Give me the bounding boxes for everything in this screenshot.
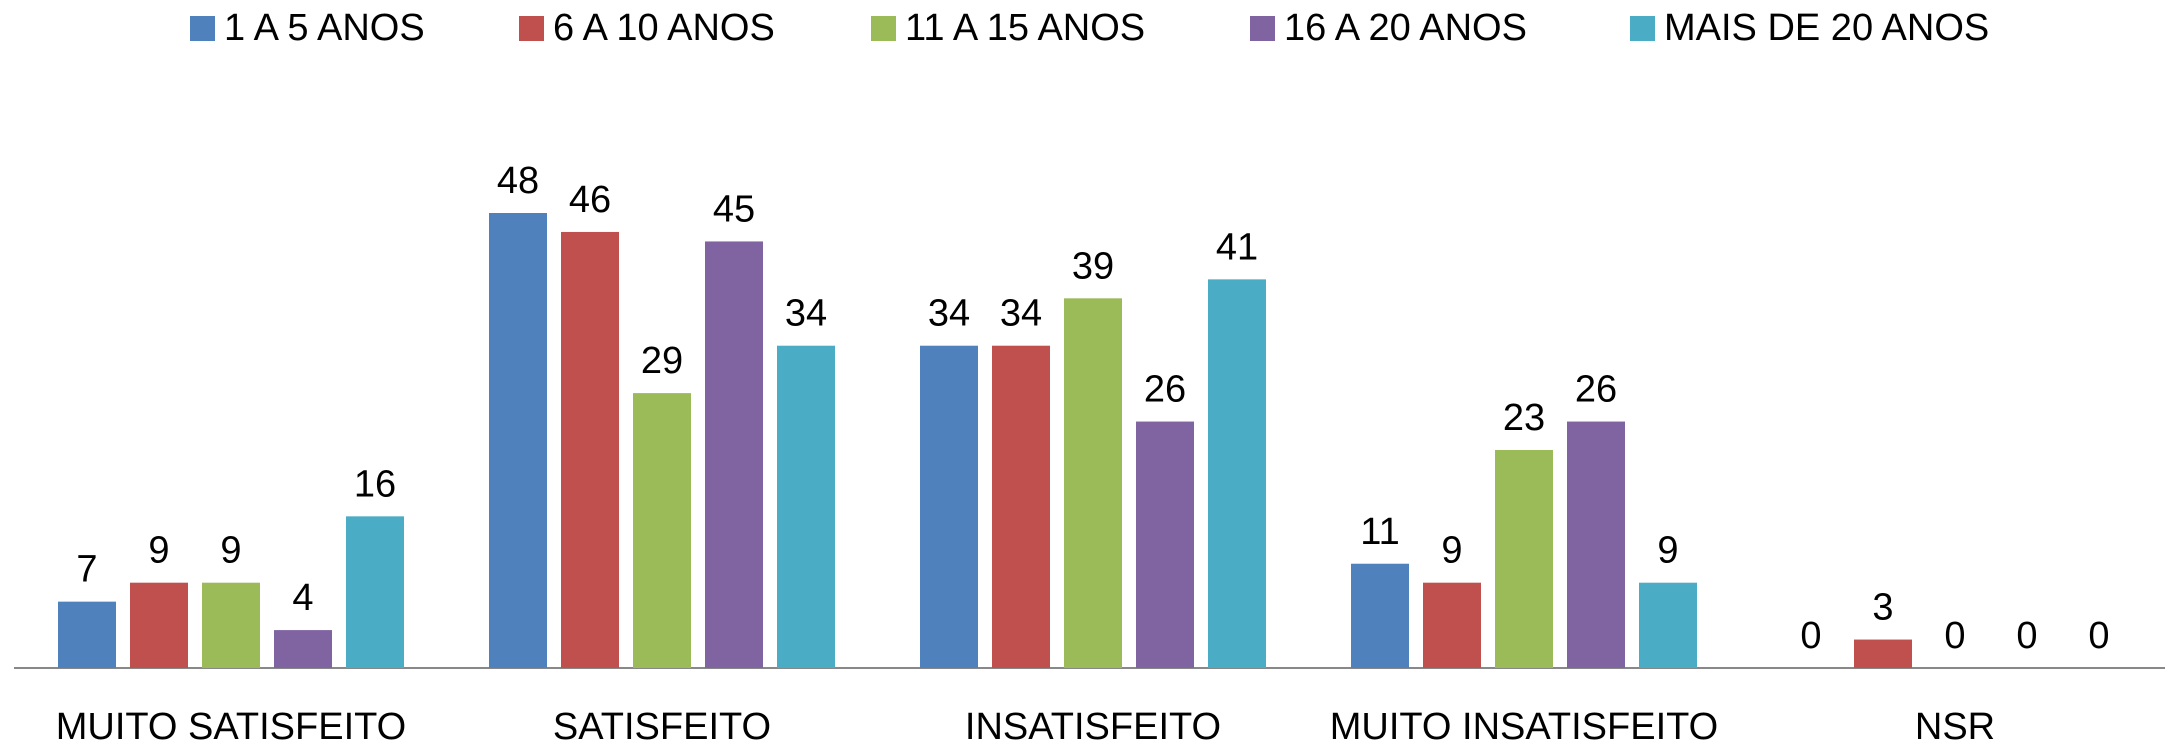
data-label: 34: [1000, 293, 1042, 335]
data-label: 11: [1360, 511, 1399, 553]
bar: [202, 582, 260, 668]
bar: [58, 601, 116, 668]
x-tick-label: SATISFEITO: [553, 706, 771, 748]
legend-swatch: [190, 16, 215, 41]
data-label: 16: [354, 463, 396, 505]
data-label: 0: [2088, 615, 2109, 657]
data-label: 23: [1503, 397, 1545, 439]
data-label: 34: [928, 293, 970, 335]
bar: [920, 345, 978, 668]
bar: [1136, 421, 1194, 668]
data-label: 9: [1441, 530, 1462, 572]
data-label: 0: [1800, 615, 1821, 657]
data-label: 7: [76, 549, 97, 591]
data-label: 29: [641, 340, 683, 382]
legend-swatch: [1250, 16, 1275, 41]
bar: [1208, 279, 1266, 668]
data-label: 4: [292, 577, 313, 619]
bar: [1567, 421, 1625, 668]
x-tick-label: NSR: [1915, 706, 1995, 748]
data-label: 41: [1216, 226, 1258, 268]
legend-swatch: [519, 16, 544, 41]
data-label: 9: [220, 530, 241, 572]
data-label: 34: [785, 293, 827, 335]
data-label: 45: [713, 188, 755, 230]
legend-label: 16 A 20 ANOS: [1284, 7, 1527, 49]
data-label: 26: [1144, 369, 1186, 411]
bar: [1064, 298, 1122, 668]
data-label: 26: [1575, 369, 1617, 411]
data-label: 39: [1072, 245, 1114, 287]
legend-label: 6 A 10 ANOS: [553, 7, 775, 49]
bar: [1854, 639, 1912, 668]
bar: [777, 345, 835, 668]
data-label: 48: [497, 160, 539, 202]
legend-label: MAIS DE 20 ANOS: [1664, 7, 1989, 49]
legend-label: 11 A 15 ANOS: [905, 7, 1145, 49]
bar: [130, 582, 188, 668]
data-label: 0: [2016, 615, 2037, 657]
x-tick-label: MUITO SATISFEITO: [56, 706, 406, 748]
bar: [992, 345, 1050, 668]
bar: [1351, 563, 1409, 668]
bar: [633, 393, 691, 668]
legend-label: 1 A 5 ANOS: [224, 7, 425, 49]
data-label: 9: [148, 530, 169, 572]
bar: [489, 213, 547, 668]
bar: [561, 231, 619, 669]
bar: [705, 241, 763, 668]
bar: [1639, 582, 1697, 668]
legend-swatch: [871, 16, 896, 41]
bar: [1495, 449, 1553, 668]
x-tick-label: MUITO INSATISFEITO: [1330, 706, 1718, 748]
data-label: 9: [1657, 530, 1678, 572]
bar: [274, 630, 332, 668]
data-label: 46: [569, 179, 611, 221]
data-label: 0: [1944, 615, 1965, 657]
bar: [1423, 582, 1481, 668]
data-label: 3: [1872, 587, 1893, 629]
x-tick-label: INSATISFEITO: [965, 706, 1221, 748]
bar: [346, 516, 404, 668]
legend-swatch: [1630, 16, 1655, 41]
